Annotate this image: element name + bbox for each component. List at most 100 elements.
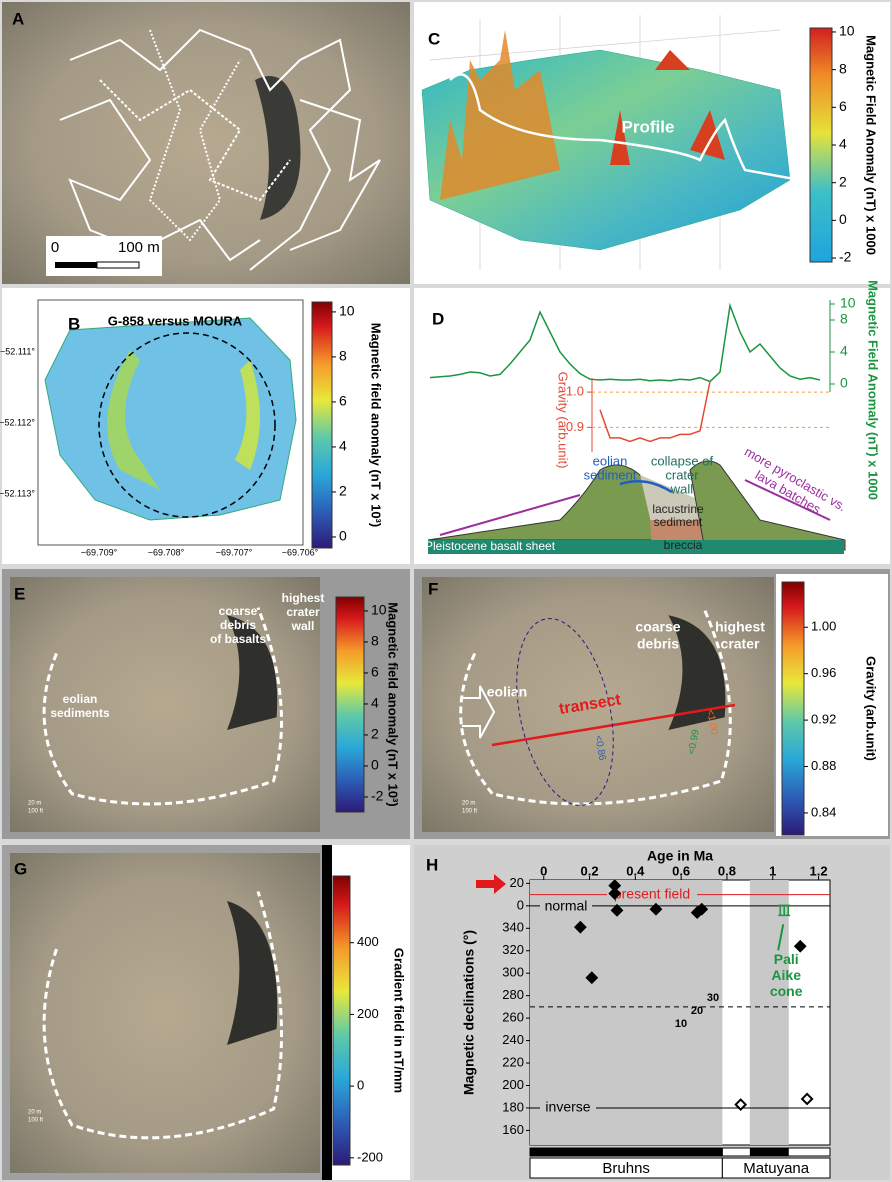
scale-label: 100 ft bbox=[28, 809, 43, 815]
y-tick-label: 20 bbox=[510, 875, 524, 890]
colorbar-label: Gravity (arb.unit) bbox=[864, 656, 879, 761]
annotation: eolian bbox=[593, 453, 628, 468]
annotation: sediments bbox=[50, 706, 110, 720]
panel-label: F bbox=[428, 579, 438, 598]
x-tick-label: 0.6 bbox=[672, 863, 690, 878]
colorbar-tick-label: 0.84 bbox=[811, 804, 836, 819]
annotation: sediment bbox=[584, 467, 637, 482]
x-tick-label: −69.706° bbox=[282, 547, 319, 557]
annotation: highest bbox=[715, 619, 765, 635]
annotation: wall bbox=[291, 619, 315, 633]
y2-label: Magnetic Field Anomaly (nT) x 1000 bbox=[866, 280, 881, 500]
y2-tick-label: 8 bbox=[840, 311, 848, 327]
y-tick-label: −52.112° bbox=[0, 417, 35, 427]
panel-label: D bbox=[432, 309, 444, 328]
colorbar-tick-label: 6 bbox=[839, 98, 847, 114]
annotation: lacustrine bbox=[652, 502, 704, 516]
rose-tick-label: 20 bbox=[691, 1005, 703, 1017]
annotation: crater bbox=[721, 636, 760, 652]
annotation: of basalts bbox=[210, 632, 266, 646]
y-tick-label: −52.113° bbox=[0, 488, 35, 498]
colorbar-tick-label: 0 bbox=[371, 757, 379, 773]
y-tick-label: 200 bbox=[502, 1077, 524, 1092]
colorbar bbox=[333, 876, 350, 1165]
annotation: cone bbox=[770, 983, 803, 999]
y-tick-label: 160 bbox=[502, 1122, 524, 1137]
colorbar-label: Gradient field in nT/mm bbox=[392, 948, 407, 1093]
reference-label: normal bbox=[545, 898, 588, 914]
y2-tick-label: 10 bbox=[840, 295, 856, 311]
x-axis-title: Age in Ma bbox=[647, 848, 713, 864]
y-tick-label: 260 bbox=[502, 1010, 524, 1025]
jaramillo bbox=[750, 1148, 789, 1156]
x-tick-label: −69.707° bbox=[216, 547, 253, 557]
colorbar-tick-label: 2 bbox=[339, 483, 347, 499]
colorbar-tick-label: 2 bbox=[371, 726, 379, 742]
colorbar-tick-label: 200 bbox=[357, 1006, 379, 1021]
y-tick-label: 280 bbox=[502, 987, 524, 1002]
colorbar-tick-label: 0.92 bbox=[811, 712, 836, 727]
annotation: wall bbox=[670, 481, 694, 496]
colorbar-tick-label: 6 bbox=[371, 664, 379, 680]
colorbar-label: Magnetic Field Anomaly (nT) x 1000 bbox=[864, 35, 879, 255]
annotation: eolian bbox=[63, 692, 98, 706]
colorbar-tick-label: 0 bbox=[339, 528, 347, 544]
colorbar-tick-label: 0.88 bbox=[811, 758, 836, 773]
figure: A0100 mBG-858 versus MOURA−52.111°−52.11… bbox=[0, 0, 892, 1182]
colorbar-tick-label: 0 bbox=[839, 211, 847, 227]
colorbar-tick-label: -2 bbox=[839, 249, 852, 265]
y-tick-label: 240 bbox=[502, 1032, 524, 1047]
y-tick-label: 340 bbox=[502, 920, 524, 935]
y-tick-label: 180 bbox=[502, 1099, 524, 1114]
panel-label: A bbox=[12, 9, 24, 28]
colorbar-tick-label: 0.96 bbox=[811, 665, 836, 680]
map-title: G-858 versus MOURA bbox=[108, 313, 243, 328]
panel-label: C bbox=[428, 29, 440, 48]
colorbar-tick-label: 4 bbox=[371, 695, 379, 711]
annotation: coarse bbox=[635, 619, 680, 635]
y-tick-label: −52.111° bbox=[0, 346, 35, 356]
colorbar-label: Magnetic field anomaly (nT x 10³) bbox=[369, 323, 384, 527]
y-tick-label: 320 bbox=[502, 942, 524, 957]
x-tick-label: 1.2 bbox=[810, 863, 828, 878]
y2-tick-label: 0 bbox=[840, 375, 848, 391]
colorbar-tick-label: 8 bbox=[839, 60, 847, 76]
colorbar-tick-label: 6 bbox=[339, 393, 347, 409]
panel-label: B bbox=[68, 314, 80, 333]
y-tick-label: 220 bbox=[502, 1054, 524, 1069]
annotation: debris bbox=[220, 618, 256, 632]
y2-tick-label: 4 bbox=[840, 343, 848, 359]
polarity-band bbox=[750, 880, 789, 1145]
colorbar bbox=[312, 302, 332, 548]
annotation: breccia bbox=[664, 538, 703, 552]
reference-label: inverse bbox=[545, 1099, 590, 1115]
annotation: crater bbox=[665, 467, 699, 482]
panel-label: G bbox=[14, 859, 27, 878]
y-axis-title: Magnetic declinations (°) bbox=[461, 930, 477, 1095]
colorbar-tick-label: -200 bbox=[357, 1149, 383, 1164]
colorbar-tick-label: 4 bbox=[839, 136, 847, 152]
x-tick-label: 1 bbox=[769, 863, 776, 878]
colorbar-tick-label: 8 bbox=[371, 633, 379, 649]
colorbar-tick-label: 400 bbox=[357, 934, 379, 949]
annotation: Aike bbox=[771, 967, 801, 983]
x-tick-label: 0.2 bbox=[581, 863, 599, 878]
scale-label: 20 m bbox=[462, 801, 475, 807]
y-tick-label: 0 bbox=[517, 897, 524, 912]
scale-label: 100 ft bbox=[462, 809, 477, 815]
panel-label: H bbox=[426, 855, 438, 874]
annotation: crater bbox=[286, 605, 320, 619]
rose-tick-label: 30 bbox=[707, 992, 719, 1004]
scale-label: 100 ft bbox=[28, 1118, 43, 1124]
annotation: eolian bbox=[487, 684, 527, 700]
colorbar-label: Magnetic field anomaly (nT x 10³) bbox=[386, 602, 401, 806]
x-tick-label: 0.4 bbox=[626, 863, 645, 878]
annotation: Profile bbox=[622, 117, 675, 136]
colorbar-tick-label: 2 bbox=[839, 173, 847, 189]
reference-label: present field bbox=[614, 885, 690, 901]
chron-label: Matuyana bbox=[743, 1160, 810, 1177]
annotation: debris bbox=[637, 636, 679, 652]
annotation: sediment bbox=[654, 515, 703, 529]
annotation: highest bbox=[282, 591, 325, 605]
annotation: Pleistocene basalt sheet bbox=[425, 539, 556, 553]
